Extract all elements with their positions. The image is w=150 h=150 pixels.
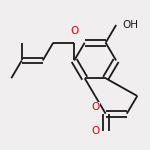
Text: OH: OH bbox=[123, 20, 139, 30]
Text: O: O bbox=[70, 26, 78, 36]
Text: O: O bbox=[91, 126, 99, 136]
Text: O: O bbox=[91, 102, 99, 112]
